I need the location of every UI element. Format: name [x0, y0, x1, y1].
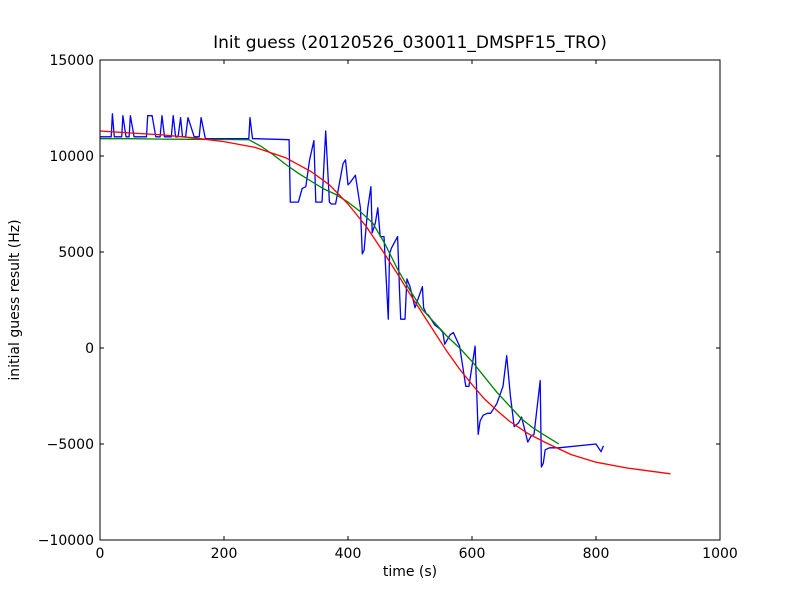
x-tick-label: 200	[211, 546, 238, 562]
series-line-2	[100, 130, 671, 475]
x-tick-label: 1000	[702, 546, 738, 562]
y-tick-label: 0	[85, 341, 94, 357]
y-tick-label: 15000	[49, 53, 94, 69]
y-axis-ticks: −10000 −5000 0 5000 10000 15000	[38, 53, 720, 549]
series-line-0	[100, 113, 605, 468]
x-tick-label: 600	[459, 546, 486, 562]
plot-frame	[99, 59, 721, 541]
x-tick-label: 0	[96, 546, 105, 562]
y-tick-label: 10000	[49, 149, 94, 165]
y-tick-label: −5000	[47, 437, 94, 453]
chart-title: Init guess (20120526_030011_DMSPF15_TRO)	[213, 33, 607, 53]
series-line-1	[100, 138, 560, 445]
x-tick-label: 400	[335, 546, 362, 562]
y-tick-label: 5000	[58, 245, 94, 261]
series-layer	[100, 113, 671, 475]
y-tick-label: −10000	[38, 533, 94, 549]
y-axis-label: initial guess result (Hz)	[7, 219, 23, 380]
x-axis-ticks: 0 200 400 600 800 1000	[96, 60, 738, 562]
x-axis-label: time (s)	[383, 564, 437, 580]
x-tick-label: 800	[583, 546, 610, 562]
